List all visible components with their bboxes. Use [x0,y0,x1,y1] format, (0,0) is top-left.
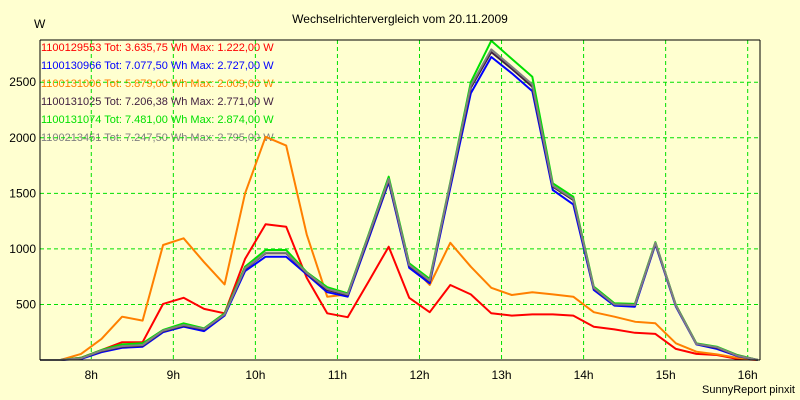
y-tick-label: 1000 [9,242,36,256]
y-tick-label: 2000 [9,131,36,145]
x-tick-label: 11h [328,368,347,382]
series-line-1100129553 [40,223,758,361]
chart-title: Wechselrichtervergleich vom 20.11.2009 [292,12,508,26]
x-tick-label: 8h [85,368,98,382]
axis-ticks: 8h 9h 10h 11h 12h 13h 14h 15h 16h 500 1000 1500 2000… [9,75,757,382]
x-tick-label: 9h [167,368,180,382]
legend-entry-1100131025: 1100131025 Tot: 7.206,38 Wh Max: 2.771,0… [41,96,274,108]
legend: 1100129553 Tot: 3.635,75 Wh Max: 1.222,0… [41,42,274,144]
grid-lines [40,40,760,360]
legend-entry-1100130966: 1100130966 Tot: 7.077,50 Wh Max: 2.727,0… [41,60,274,72]
y-tick-label: 500 [16,297,36,311]
y-tick-label: 2500 [9,75,36,89]
y-tick-label: 1500 [9,186,36,200]
x-tick-label: 10h [245,368,265,382]
axes [39,39,761,361]
x-tick-label: 15h [656,368,676,382]
x-tick-label: 13h [492,368,512,382]
legend-entry-1100131074: 1100131074 Tot: 7.481,00 Wh Max: 2.874,0… [41,114,274,126]
y-axis-label: W [34,17,46,31]
series-lines [40,39,759,361]
series-line-1100213451 [40,48,759,361]
legend-entry-1100213451: 1100213451 Tot: 7.247,50 Wh Max: 2.795,0… [41,132,274,144]
legend-entry-1100129553: 1100129553 Tot: 3.635,75 Wh Max: 1.222,0… [41,42,274,54]
x-tick-label: 12h [409,368,429,382]
legend-entry-1100131006: 1100131006 Tot: 5.879,00 Wh Max: 2.009,0… [41,78,274,90]
footer-credit: SunnyReport pinxit [702,384,795,396]
x-tick-label: 16h [738,368,758,382]
x-tick-label: 14h [574,368,594,382]
